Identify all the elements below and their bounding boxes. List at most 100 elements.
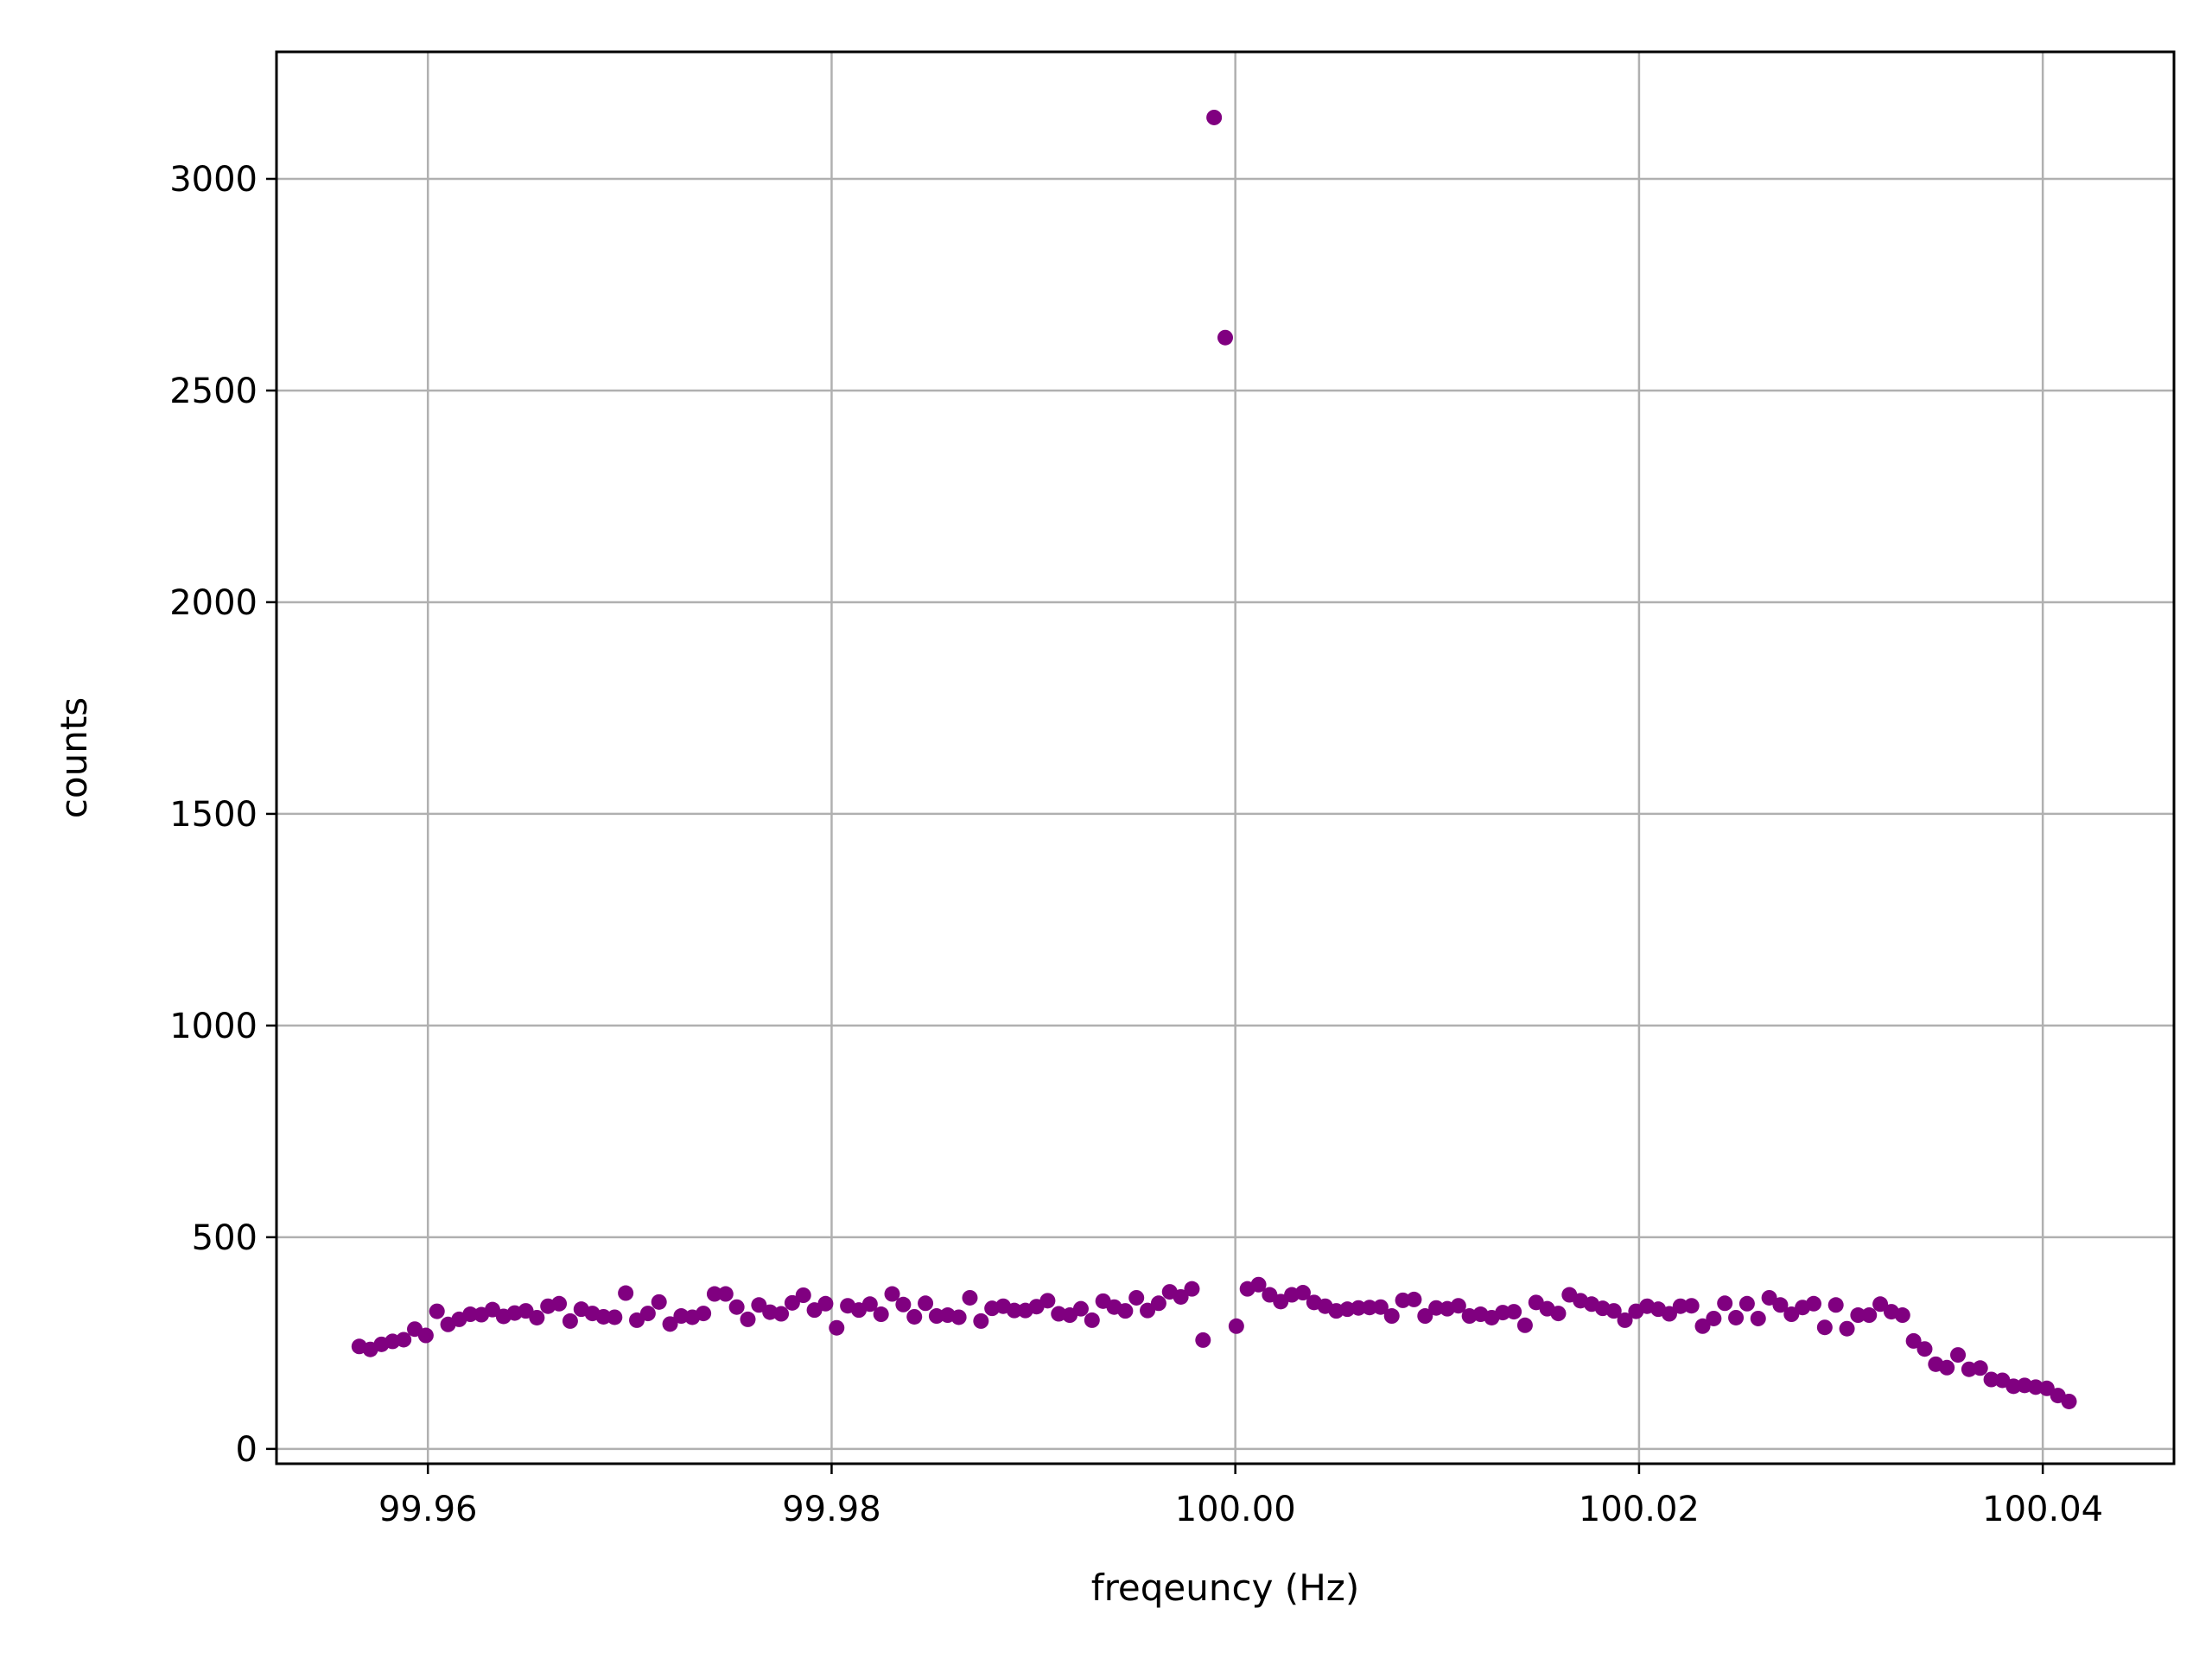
data-point [1516, 1317, 1533, 1333]
data-point [396, 1332, 412, 1348]
data-points [351, 109, 2077, 1409]
data-point [884, 1286, 900, 1302]
data-point [1706, 1310, 1722, 1326]
data-point [2061, 1393, 2077, 1409]
y-tick-label: 1500 [169, 795, 257, 835]
data-point [1550, 1306, 1567, 1322]
data-point [1140, 1302, 1156, 1319]
data-point [717, 1286, 734, 1302]
data-point [1039, 1293, 1056, 1309]
data-point [950, 1309, 967, 1325]
data-point [1761, 1289, 1777, 1306]
data-point [784, 1294, 800, 1311]
data-point [1372, 1299, 1389, 1315]
x-tick-label: 99.96 [378, 1490, 478, 1529]
data-point [429, 1303, 445, 1319]
x-tick-label: 99.98 [782, 1490, 881, 1529]
data-point [1206, 109, 1223, 125]
y-tick-label: 2000 [169, 583, 257, 623]
data-point [1861, 1307, 1878, 1324]
data-point [595, 1308, 612, 1325]
y-tick-label: 3000 [169, 160, 257, 200]
data-point [1617, 1312, 1633, 1328]
x-tick-label: 100.04 [1982, 1490, 2103, 1529]
data-point [773, 1306, 790, 1322]
data-point [1738, 1295, 1755, 1312]
data-point [1605, 1303, 1622, 1319]
data-point [928, 1308, 944, 1325]
data-point [1816, 1319, 1833, 1336]
data-point [1972, 1360, 1988, 1376]
data-point [1173, 1288, 1189, 1305]
data-point [618, 1285, 634, 1301]
data-point [1417, 1308, 1433, 1325]
data-point [1006, 1302, 1022, 1319]
x-tick-label: 100.02 [1579, 1490, 1700, 1529]
x-tick-label: 100.00 [1175, 1490, 1296, 1529]
data-point [1250, 1276, 1267, 1293]
data-point [1506, 1304, 1522, 1320]
data-point [1428, 1300, 1445, 1316]
data-point [829, 1319, 845, 1336]
data-point [895, 1296, 912, 1313]
data-point [1916, 1341, 1933, 1357]
data-point [1905, 1332, 1922, 1349]
data-point [417, 1327, 434, 1344]
data-point [607, 1309, 623, 1325]
data-point [1228, 1318, 1244, 1334]
data-point [1495, 1305, 1511, 1321]
data-point [1750, 1310, 1766, 1326]
data-point [1128, 1289, 1145, 1306]
data-point [918, 1295, 934, 1312]
data-point [1728, 1309, 1745, 1325]
data-point [662, 1316, 678, 1332]
data-point [861, 1296, 878, 1313]
data-point [706, 1286, 722, 1302]
y-tick-label: 2500 [169, 372, 257, 411]
data-point [1872, 1296, 1889, 1313]
data-point [529, 1309, 545, 1325]
data-point [1351, 1300, 1367, 1316]
data-point [1117, 1303, 1134, 1319]
data-point [962, 1289, 978, 1306]
data-point [1950, 1347, 1967, 1363]
data-point [1805, 1295, 1821, 1312]
data-point [1939, 1359, 1955, 1376]
data-point [639, 1306, 656, 1322]
data-point [1661, 1306, 1677, 1322]
data-point [1084, 1312, 1100, 1328]
y-tick-label: 500 [192, 1218, 257, 1258]
x-axis-ticks: 99.96 99.98 100.00 100.02 100.04 [378, 1464, 2103, 1529]
data-point [551, 1295, 568, 1312]
data-point [1672, 1298, 1688, 1314]
data-point [817, 1295, 834, 1312]
data-point [1362, 1300, 1378, 1316]
data-point [906, 1308, 923, 1325]
y-axis-ticks: 0 500 1000 1500 2000 2500 3000 [169, 160, 276, 1470]
data-point [873, 1306, 889, 1323]
data-point [1406, 1291, 1422, 1307]
data-point [973, 1313, 989, 1329]
data-point [728, 1299, 745, 1315]
data-point [1195, 1332, 1211, 1348]
x-axis-label: freqeuncy (Hz) [1091, 1567, 1359, 1609]
data-point [1683, 1298, 1700, 1314]
data-point [1772, 1297, 1789, 1313]
data-point [651, 1294, 667, 1310]
y-axis-label: counts [53, 697, 95, 818]
plot-frame [275, 50, 2176, 1465]
data-point [1850, 1307, 1866, 1324]
data-point [740, 1311, 756, 1327]
data-point [1694, 1318, 1711, 1334]
data-point [1150, 1295, 1166, 1312]
y-tick-label: 1000 [169, 1007, 257, 1046]
data-point [1395, 1292, 1411, 1308]
data-point [795, 1287, 811, 1303]
data-point [462, 1306, 479, 1323]
data-point [2038, 1380, 2055, 1396]
grid-lines [276, 52, 2174, 1464]
data-point [1217, 329, 1233, 346]
data-point [1072, 1300, 1089, 1317]
